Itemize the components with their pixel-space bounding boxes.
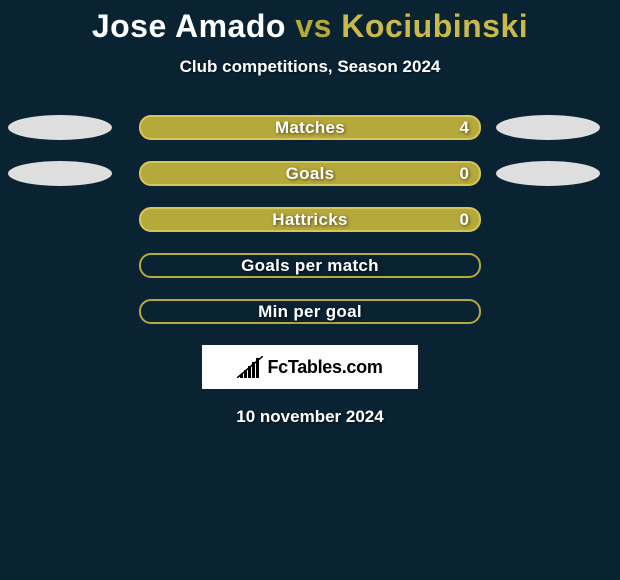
logo-box: FcTables.com bbox=[202, 345, 418, 389]
stat-bar: Matches 4 bbox=[139, 115, 481, 140]
stat-value: 4 bbox=[460, 118, 469, 138]
stat-value: 0 bbox=[460, 164, 469, 184]
page-title: Jose Amado vs Kociubinski bbox=[0, 8, 620, 45]
logo-text: FcTables.com bbox=[267, 357, 382, 378]
stat-bar: Hattricks 0 bbox=[139, 207, 481, 232]
stats-card: Jose Amado vs Kociubinski Club competiti… bbox=[0, 0, 620, 427]
date-label: 10 november 2024 bbox=[0, 407, 620, 427]
stat-rows: Matches 4 Goals 0 Hattricks 0 Goals per match M… bbox=[0, 115, 620, 324]
right-ellipse bbox=[496, 161, 600, 186]
stat-label: Min per goal bbox=[258, 302, 362, 322]
player2-name: Kociubinski bbox=[341, 8, 528, 44]
stat-row: Min per goal bbox=[0, 299, 620, 324]
stat-row: Goals per match bbox=[0, 253, 620, 278]
subtitle: Club competitions, Season 2024 bbox=[0, 57, 620, 77]
stat-value: 0 bbox=[460, 210, 469, 230]
left-ellipse bbox=[8, 161, 112, 186]
fctables-logo-icon bbox=[237, 356, 263, 378]
vs-separator: vs bbox=[295, 8, 332, 44]
stat-row: Goals 0 bbox=[0, 161, 620, 186]
left-ellipse bbox=[8, 115, 112, 140]
player1-name: Jose Amado bbox=[92, 8, 286, 44]
stat-label: Goals per match bbox=[241, 256, 379, 276]
stat-bar: Goals per match bbox=[139, 253, 481, 278]
stat-row: Matches 4 bbox=[0, 115, 620, 140]
stat-row: Hattricks 0 bbox=[0, 207, 620, 232]
stat-bar: Goals 0 bbox=[139, 161, 481, 186]
right-ellipse bbox=[496, 115, 600, 140]
stat-label: Goals bbox=[286, 164, 335, 184]
stat-bar: Min per goal bbox=[139, 299, 481, 324]
stat-label: Hattricks bbox=[272, 210, 347, 230]
stat-label: Matches bbox=[275, 118, 345, 138]
